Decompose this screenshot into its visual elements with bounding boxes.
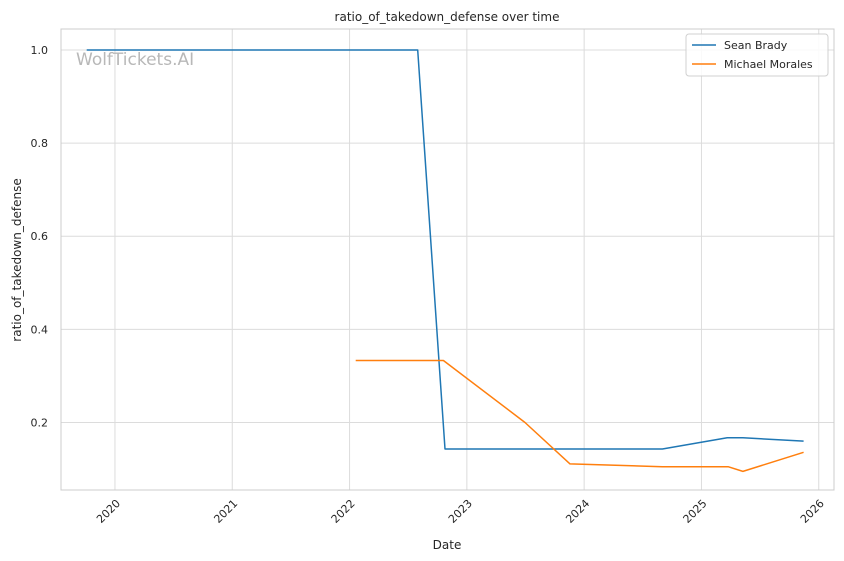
legend: Sean Brady Michael Morales [685,33,829,77]
x-tick-label: 2025 [681,497,710,526]
series-line-michael-morales [355,359,804,473]
x-tick-label: 2023 [446,497,475,526]
legend-entry-label: Sean Brady [724,39,788,52]
y-tick-label: 0.6 [31,230,49,243]
x-axis-ticks: 2020 2021 2022 2023 2024 2025 2026 [94,497,827,526]
legend-entry-label: Michael Morales [724,58,813,71]
x-tick-label: 2024 [563,497,592,526]
y-axis-label: ratio_of_takedown_defense [10,178,24,341]
plot-area-frame [60,28,835,491]
watermark-text: WolfTickets.AI [76,50,194,70]
chart-title: ratio_of_takedown_defense over time [335,10,560,24]
series-layer [86,49,804,473]
legend-box [685,33,829,77]
y-tick-label: 0.8 [31,137,49,150]
y-axis-ticks: 0.2 0.4 0.6 0.8 1.0 [31,44,49,430]
y-tick-label: 1.0 [31,44,49,57]
x-axis-label: Date [433,538,462,552]
x-tick-label: 2021 [211,497,240,526]
series-line-sean-brady [86,49,804,450]
y-tick-label: 0.2 [31,416,49,429]
x-tick-label: 2026 [798,497,827,526]
x-tick-label: 2022 [329,497,358,526]
grid-lines [61,29,834,490]
y-tick-label: 0.4 [31,323,49,336]
x-tick-label: 2020 [94,497,123,526]
